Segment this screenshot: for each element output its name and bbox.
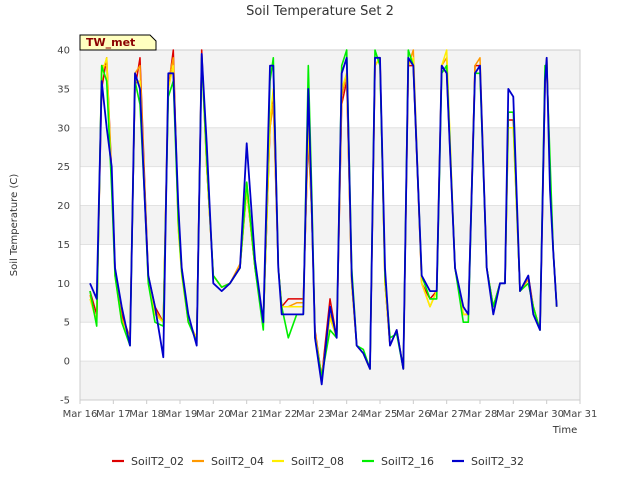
x-tick-label: Mar 30 (529, 409, 564, 420)
series-line-soilt2-32 (89, 53, 558, 386)
y-tick-label: 15 (57, 240, 70, 251)
x-tick-label: Mar 17 (96, 409, 131, 420)
y-tick-label: 10 (57, 279, 70, 290)
grid-band (80, 361, 580, 400)
legend: SoilT2_02 SoilT2_04 SoilT2_08 SoilT2_16 Soil… (112, 455, 524, 468)
x-tick-label: Mar 21 (229, 409, 264, 420)
x-tick-label: Mar 22 (263, 409, 298, 420)
y-tick-label: 30 (57, 123, 70, 134)
y-axis: -5 0 5 10 15 20 25 30 35 40 (57, 46, 70, 407)
x-tick-label: Mar 18 (129, 409, 164, 420)
grid-band (80, 244, 580, 284)
y-tick-label: 40 (57, 46, 70, 57)
x-tick-label: Mar 28 (463, 409, 498, 420)
legend-label: SoilT2_04 (211, 455, 264, 468)
grid-bands (80, 49, 580, 401)
x-tick-label: Mar 31 (563, 409, 598, 420)
grid-band (80, 322, 580, 362)
grid-band (80, 88, 580, 128)
y-axis-title: Soil Temperature (C) (9, 174, 20, 277)
x-tick-label: Mar 20 (196, 409, 231, 420)
y-tick-label: 0 (64, 357, 70, 368)
x-tick-label: Mar 25 (363, 409, 398, 420)
y-tick-label: -5 (60, 396, 70, 407)
grid-band (80, 166, 580, 206)
legend-label: SoilT2_02 (131, 455, 184, 468)
grid-band (80, 50, 580, 89)
chart-title: Soil Temperature Set 2 (246, 4, 394, 19)
y-tick-label: 5 (64, 318, 70, 329)
site-badge-label: TW_met (86, 36, 135, 49)
site-badge-box (79, 34, 157, 51)
plot-area-frame (79, 49, 581, 401)
legend-label: SoilT2_08 (291, 455, 344, 468)
y-tick-label: 20 (57, 201, 70, 212)
x-tick-label: Mar 16 (63, 409, 98, 420)
x-tick-label: Mar 26 (396, 409, 431, 420)
grid-band (80, 127, 580, 167)
x-tick-label: Mar 23 (296, 409, 331, 420)
grid-band (80, 205, 580, 245)
y-tick-label: 25 (57, 162, 70, 173)
series-lines (89, 49, 558, 386)
x-tick-label: Mar 27 (429, 409, 464, 420)
site-badge: TW_met (79, 34, 157, 51)
y-tick-label: 35 (57, 84, 70, 95)
legend-label: SoilT2_32 (471, 455, 524, 468)
x-tick-label: Mar 19 (163, 409, 198, 420)
legend-label: SoilT2_16 (381, 455, 434, 468)
x-tick-label: Mar 29 (496, 409, 531, 420)
x-tick-label: Mar 24 (329, 409, 364, 420)
x-axis-title: Time (552, 425, 577, 436)
